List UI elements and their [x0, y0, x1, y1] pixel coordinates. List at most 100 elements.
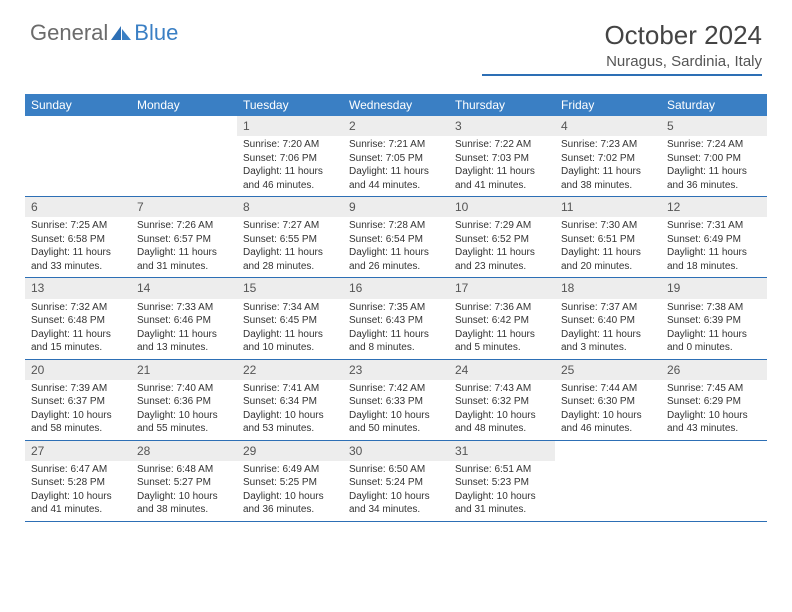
sunrise-line: Sunrise: 7:38 AM: [667, 301, 761, 315]
weekday-header: Thursday: [449, 94, 555, 116]
day-number: 16: [343, 278, 449, 298]
sunset-line: Sunset: 6:45 PM: [243, 314, 337, 328]
sunrise-line: Sunrise: 7:44 AM: [561, 382, 655, 396]
calendar-body: 1Sunrise: 7:20 AMSunset: 7:06 PMDaylight…: [25, 116, 767, 522]
daylight-line: Daylight: 10 hours and 58 minutes.: [31, 409, 125, 436]
daylight-line: Daylight: 11 hours and 28 minutes.: [243, 246, 337, 273]
day-body: Sunrise: 7:34 AMSunset: 6:45 PMDaylight:…: [237, 301, 343, 355]
daylight-line: Daylight: 10 hours and 50 minutes.: [349, 409, 443, 436]
calendar: SundayMondayTuesdayWednesdayThursdayFrid…: [25, 94, 767, 522]
daylight-line: Daylight: 11 hours and 15 minutes.: [31, 328, 125, 355]
logo-sail-icon: [110, 25, 132, 41]
day-cell: 9Sunrise: 7:28 AMSunset: 6:54 PMDaylight…: [343, 197, 449, 277]
daylight-line: Daylight: 11 hours and 18 minutes.: [667, 246, 761, 273]
sunset-line: Sunset: 6:32 PM: [455, 395, 549, 409]
day-cell: 20Sunrise: 7:39 AMSunset: 6:37 PMDayligh…: [25, 360, 131, 440]
day-cell: 28Sunrise: 6:48 AMSunset: 5:27 PMDayligh…: [131, 441, 237, 521]
sunrise-line: Sunrise: 7:41 AM: [243, 382, 337, 396]
day-cell: 14Sunrise: 7:33 AMSunset: 6:46 PMDayligh…: [131, 278, 237, 358]
day-body: Sunrise: 7:28 AMSunset: 6:54 PMDaylight:…: [343, 219, 449, 273]
sunset-line: Sunset: 6:42 PM: [455, 314, 549, 328]
title-block: October 2024 Nuragus, Sardinia, Italy: [482, 20, 762, 76]
day-body: Sunrise: 7:30 AMSunset: 6:51 PMDaylight:…: [555, 219, 661, 273]
day-body: Sunrise: 6:49 AMSunset: 5:25 PMDaylight:…: [237, 463, 343, 517]
day-number: 11: [555, 197, 661, 217]
day-cell: 29Sunrise: 6:49 AMSunset: 5:25 PMDayligh…: [237, 441, 343, 521]
day-body: Sunrise: 6:47 AMSunset: 5:28 PMDaylight:…: [25, 463, 131, 517]
weekday-header: Friday: [555, 94, 661, 116]
sunrise-line: Sunrise: 6:48 AM: [137, 463, 231, 477]
sunset-line: Sunset: 6:54 PM: [349, 233, 443, 247]
day-number: 9: [343, 197, 449, 217]
sunrise-line: Sunrise: 7:40 AM: [137, 382, 231, 396]
day-number: 27: [25, 441, 131, 461]
day-cell: 19 Sunrise: 7:38 AMSunset: 6:39 PMDayligh…: [661, 278, 767, 358]
daylight-line: Daylight: 10 hours and 36 minutes.: [243, 490, 337, 517]
day-number: 6: [25, 197, 131, 217]
daylight-line: Daylight: 11 hours and 13 minutes.: [137, 328, 231, 355]
day-body: Sunrise: 7:37 AMSunset: 6:40 PMDaylight:…: [555, 301, 661, 355]
sunset-line: Sunset: 7:03 PM: [455, 152, 549, 166]
sunrise-line: Sunrise: 7:25 AM: [31, 219, 125, 233]
week-row: 1Sunrise: 7:20 AMSunset: 7:06 PMDaylight…: [25, 116, 767, 197]
sunrise-line: Sunrise: 6:51 AM: [455, 463, 549, 477]
month-title: October 2024: [482, 20, 762, 51]
sunrise-line: Sunrise: 7:23 AM: [561, 138, 655, 152]
day-number: 22: [237, 360, 343, 380]
sunrise-line: Sunrise: 7:26 AM: [137, 219, 231, 233]
sunrise-line: Sunrise: 7:32 AM: [31, 301, 125, 315]
day-number: 17: [449, 278, 555, 298]
sunset-line: Sunset: 5:28 PM: [31, 476, 125, 490]
day-cell: 27Sunrise: 6:47 AMSunset: 5:28 PMDayligh…: [25, 441, 131, 521]
day-body: Sunrise: 7:43 AMSunset: 6:32 PMDaylight:…: [449, 382, 555, 436]
sunrise-line: Sunrise: 6:49 AM: [243, 463, 337, 477]
day-cell: 16Sunrise: 7:35 AMSunset: 6:43 PMDayligh…: [343, 278, 449, 358]
sunset-line: Sunset: 6:52 PM: [455, 233, 549, 247]
daylight-line: Daylight: 10 hours and 34 minutes.: [349, 490, 443, 517]
day-cell: 21Sunrise: 7:40 AMSunset: 6:36 PMDayligh…: [131, 360, 237, 440]
day-body: Sunrise: 7:39 AMSunset: 6:37 PMDaylight:…: [25, 382, 131, 436]
day-cell-empty: [131, 116, 237, 196]
day-body: Sunrise: 7:29 AMSunset: 6:52 PMDaylight:…: [449, 219, 555, 273]
sunrise-line: Sunrise: 7:43 AM: [455, 382, 549, 396]
daylight-line: Daylight: 10 hours and 48 minutes.: [455, 409, 549, 436]
sunrise-line: Sunrise: 7:39 AM: [31, 382, 125, 396]
day-number: 19: [661, 278, 767, 298]
daylight-line: Daylight: 11 hours and 41 minutes.: [455, 165, 549, 192]
sunset-line: Sunset: 6:36 PM: [137, 395, 231, 409]
daylight-line: Daylight: 11 hours and 8 minutes.: [349, 328, 443, 355]
day-number: 15: [237, 278, 343, 298]
daylight-line: Daylight: 11 hours and 44 minutes.: [349, 165, 443, 192]
sunrise-line: Sunrise: 7:37 AM: [561, 301, 655, 315]
header: General Blue October 2024 Nuragus, Sardi…: [0, 0, 792, 86]
daylight-line: Daylight: 11 hours and 23 minutes.: [455, 246, 549, 273]
day-body: Sunrise: 7:21 AMSunset: 7:05 PMDaylight:…: [343, 138, 449, 192]
sunset-line: Sunset: 7:00 PM: [667, 152, 761, 166]
sunset-line: Sunset: 7:02 PM: [561, 152, 655, 166]
sunrise-line: Sunrise: 7:34 AM: [243, 301, 337, 315]
day-body: Sunrise: 6:48 AMSunset: 5:27 PMDaylight:…: [131, 463, 237, 517]
weekday-header: Saturday: [661, 94, 767, 116]
sunrise-line: Sunrise: 6:47 AM: [31, 463, 125, 477]
daylight-line: Daylight: 11 hours and 33 minutes.: [31, 246, 125, 273]
weekday-header: Monday: [131, 94, 237, 116]
day-body: Sunrise: 7:38 AMSunset: 6:39 PMDaylight:…: [661, 301, 767, 355]
sunset-line: Sunset: 5:24 PM: [349, 476, 443, 490]
day-number: 25: [555, 360, 661, 380]
day-cell: 11Sunrise: 7:30 AMSunset: 6:51 PMDayligh…: [555, 197, 661, 277]
day-number: 2: [343, 116, 449, 136]
day-cell: 22Sunrise: 7:41 AMSunset: 6:34 PMDayligh…: [237, 360, 343, 440]
day-body: Sunrise: 7:36 AMSunset: 6:42 PMDaylight:…: [449, 301, 555, 355]
sunset-line: Sunset: 6:33 PM: [349, 395, 443, 409]
day-cell: 4Sunrise: 7:23 AMSunset: 7:02 PMDaylight…: [555, 116, 661, 196]
day-body: Sunrise: 7:23 AMSunset: 7:02 PMDaylight:…: [555, 138, 661, 192]
day-cell: 6Sunrise: 7:25 AMSunset: 6:58 PMDaylight…: [25, 197, 131, 277]
daylight-line: Daylight: 11 hours and 26 minutes.: [349, 246, 443, 273]
day-cell: 15 Sunrise: 7:34 AMSunset: 6:45 PMDayligh…: [237, 278, 343, 358]
day-cell: 12Sunrise: 7:31 AMSunset: 6:49 PMDayligh…: [661, 197, 767, 277]
sunset-line: Sunset: 6:55 PM: [243, 233, 337, 247]
weekday-header: Wednesday: [343, 94, 449, 116]
sunrise-line: Sunrise: 7:20 AM: [243, 138, 337, 152]
day-body: Sunrise: 7:25 AMSunset: 6:58 PMDaylight:…: [25, 219, 131, 273]
day-cell: 1Sunrise: 7:20 AMSunset: 7:06 PMDaylight…: [237, 116, 343, 196]
